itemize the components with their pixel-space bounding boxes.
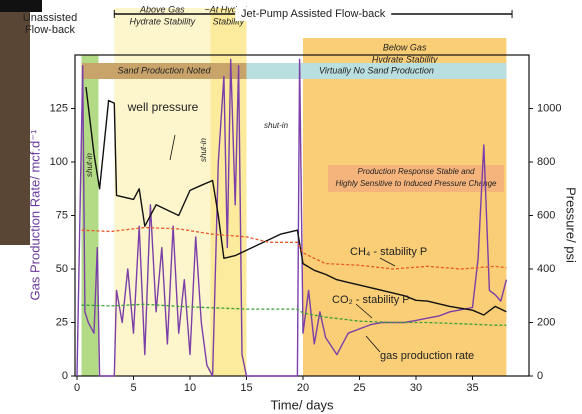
- x-tick-label: 5: [130, 382, 136, 394]
- region-label: Below Gas: [383, 42, 427, 52]
- series-label: gas production rate: [380, 350, 474, 362]
- y-tick-label: 125: [50, 102, 68, 114]
- region-label: Hydrate Stability: [130, 16, 196, 26]
- y-tick-label: 50: [56, 263, 68, 275]
- y2-tick-label: 200: [537, 316, 555, 328]
- x-tick-label: 0: [74, 382, 80, 394]
- band: [81, 63, 247, 79]
- label-leader: [379, 257, 396, 267]
- region-label: Above Gas: [139, 4, 185, 14]
- annotation: shut-in: [264, 121, 289, 130]
- region-label: Hydrate Stability: [372, 54, 438, 64]
- band-label: Virtually No Sand Production: [319, 65, 434, 75]
- x-tick-label: 25: [353, 382, 365, 394]
- y2-tick-label: 400: [537, 263, 555, 275]
- series-label: CO₂ - stability P: [332, 294, 410, 306]
- y-tick-label: 0: [62, 370, 68, 382]
- series-line: [81, 226, 507, 270]
- note-text: Production Response Stable and: [358, 167, 476, 176]
- y2-tick-label: 0: [537, 370, 543, 382]
- y-tick-label: 75: [56, 209, 68, 221]
- label-leader: [355, 303, 373, 319]
- y2-tick-label: 600: [537, 209, 555, 221]
- label-leader: [169, 134, 176, 161]
- x-tick-label: 30: [410, 382, 422, 394]
- region-label: Stability: [213, 16, 245, 26]
- annotation: shut-in: [199, 137, 208, 162]
- span-label-bg: [235, 7, 392, 21]
- series-line: [85, 87, 507, 316]
- series-line: [76, 58, 508, 377]
- region: [303, 38, 507, 376]
- annotation: shut-in: [85, 152, 94, 177]
- span-label: Jet-Pump Assisted Flow-back: [241, 8, 386, 20]
- y-tick-label: 100: [50, 156, 68, 168]
- x-tick-label: 20: [297, 382, 309, 394]
- y2-tick-label: 800: [537, 156, 555, 168]
- x-tick-label: 35: [466, 382, 478, 394]
- photo-strip: [0, 0, 30, 245]
- label-leader: [365, 335, 381, 353]
- note-text: Highly Sensitive to Induced Pressure Cha…: [336, 179, 498, 188]
- photo-strip: [0, 0, 42, 12]
- x-axis-title: Time/ days: [270, 397, 334, 412]
- band: [246, 63, 507, 79]
- y2-axis-title: Pressure/ psi: [564, 187, 579, 263]
- note-box: [328, 165, 504, 192]
- y-tick-label: 25: [56, 316, 68, 328]
- band-label: Sand Production Noted: [117, 65, 211, 75]
- region-label: ~At Hydrate: [205, 4, 253, 14]
- region-label: Unassisted: [23, 12, 77, 24]
- x-tick-label: 15: [240, 382, 252, 394]
- series-label: well pressure: [127, 100, 199, 114]
- y-axis-title: Gas Production Rate/ mcf.d⁻¹: [27, 129, 42, 301]
- plot: 0 5 10 15 20 25 30 35 0 25 50 75 100 125 0 200 400 600 800…: [50, 54, 561, 394]
- x-tick-label: 10: [184, 382, 196, 394]
- region: [81, 55, 99, 376]
- series-label: CH₄ - stability P: [350, 246, 427, 258]
- y2-tick-label: 1000: [537, 102, 561, 114]
- region-label: Flow-back: [25, 24, 76, 36]
- series-line: [81, 303, 507, 326]
